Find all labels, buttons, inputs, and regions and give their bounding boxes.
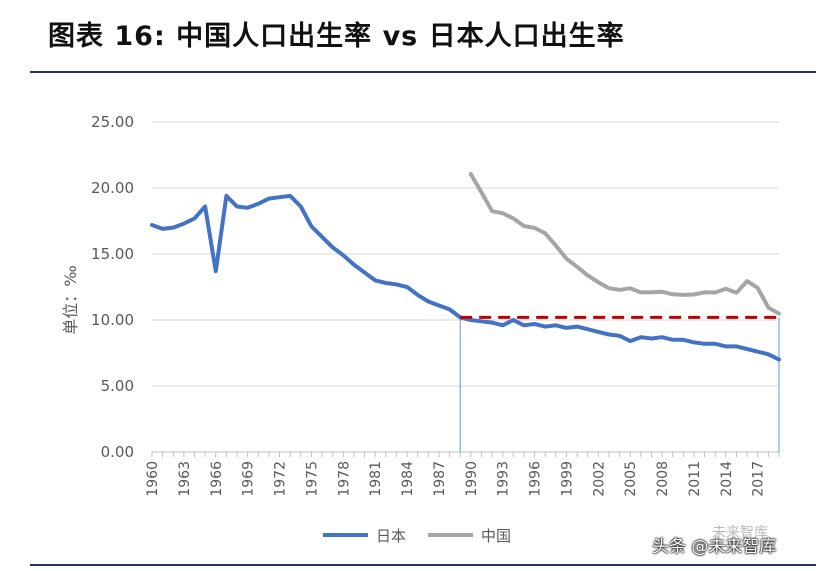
x-tick-label: 2017: [751, 461, 767, 497]
x-tick-label: 1966: [209, 461, 225, 497]
top-divider: [30, 71, 816, 73]
x-tick-label: 1975: [304, 461, 320, 497]
x-tick-label: 1960: [145, 461, 161, 497]
grid-layer: [152, 121, 779, 453]
y-axis-label: 单位：‰: [61, 265, 80, 334]
x-tick-label: 1990: [464, 461, 480, 497]
x-axis: 1960 1963 1966 1969 1972 1975 1978 1981 1984 1987…: [145, 452, 780, 497]
series-line: [150, 193, 781, 362]
x-tick-label: 1978: [336, 461, 352, 497]
watermark-secondary: 未来智库: [712, 525, 768, 541]
x-tick-label: 1984: [400, 461, 416, 497]
y-tick-label: 5.00: [101, 377, 134, 395]
x-tick-label: 1987: [432, 461, 448, 497]
watermark: 头条 @未来智库: [652, 537, 777, 557]
x-tick-label: 1969: [241, 461, 257, 497]
y-tick-label: 15.00: [91, 245, 134, 263]
y-tick-label: 25.00: [91, 113, 134, 131]
legend: 日本 中国: [323, 527, 511, 545]
vertical-markers: [459, 317, 780, 452]
x-tick-label: 2011: [687, 461, 703, 497]
y-tick-label: 20.00: [91, 179, 134, 197]
x-tick-label: 1963: [177, 461, 193, 497]
x-tick-label: 2008: [655, 461, 671, 497]
x-tick-label: 1999: [559, 461, 575, 497]
series-layer: [150, 172, 781, 362]
x-tick-label: 2002: [591, 461, 607, 497]
x-tick-label: 1972: [273, 461, 289, 497]
chart-title: 图表 16: 中国人口出生率 vs 日本人口出生率: [48, 21, 625, 52]
bottom-divider: [30, 564, 816, 566]
x-tick-label: 1981: [368, 461, 384, 497]
y-tick-label: 10.00: [91, 311, 134, 329]
series-line: [468, 172, 781, 316]
y-tick-label: 0.00: [101, 443, 134, 461]
legend-label: 日本: [376, 527, 406, 545]
x-tick-label: 2014: [719, 461, 735, 497]
legend-label: 中国: [481, 527, 511, 545]
x-tick-label: 2005: [623, 461, 639, 497]
x-tick-label: 1993: [496, 461, 512, 497]
x-tick-label: 1996: [528, 461, 544, 497]
y-axis: 0.00 5.00 10.00 15.00 20.00 25.00: [91, 113, 134, 461]
